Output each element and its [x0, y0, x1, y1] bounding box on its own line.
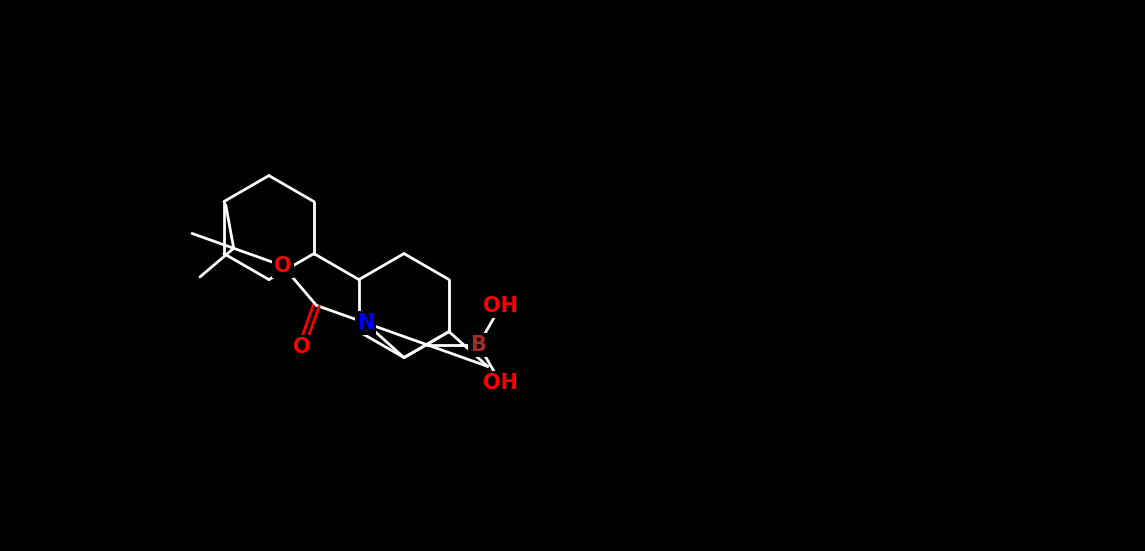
- Text: B: B: [471, 334, 487, 355]
- Text: N: N: [357, 313, 374, 333]
- Text: OH: OH: [483, 373, 519, 393]
- Text: O: O: [293, 337, 310, 357]
- Text: O: O: [274, 256, 292, 276]
- Text: OH: OH: [483, 296, 519, 316]
